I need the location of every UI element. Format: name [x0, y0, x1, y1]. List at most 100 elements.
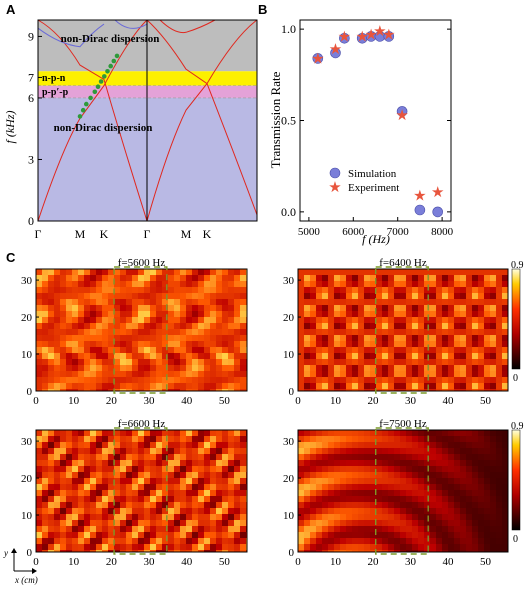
- y-tick-label: 20: [283, 312, 295, 324]
- heat-cell: [150, 347, 156, 353]
- heat-cell: [144, 472, 150, 478]
- heat-cell: [48, 359, 54, 365]
- heat-cell: [376, 502, 382, 508]
- heat-cell: [454, 287, 460, 293]
- heat-cell: [382, 365, 388, 371]
- heat-cell: [84, 484, 90, 490]
- heat-cell: [54, 323, 60, 329]
- heat-cell: [322, 329, 328, 335]
- heat-cell: [502, 478, 508, 484]
- heat-cell: [222, 526, 228, 532]
- heat-cell: [304, 341, 310, 347]
- heat-cell: [352, 341, 358, 347]
- heat-cell: [204, 359, 210, 365]
- heat-cell: [120, 466, 126, 472]
- heat-cell: [358, 359, 364, 365]
- heat-cell: [340, 359, 346, 365]
- heat-cell: [466, 520, 472, 526]
- heat-cell: [36, 508, 42, 514]
- heat-cell: [424, 359, 430, 365]
- heat-cell: [406, 526, 412, 532]
- heat-cell: [186, 383, 192, 389]
- heat-cell: [192, 430, 198, 436]
- heat-cell: [298, 454, 304, 460]
- heat-cell: [108, 490, 114, 496]
- heat-cell: [222, 502, 228, 508]
- heat-cell: [66, 466, 72, 472]
- heat-cell: [42, 359, 48, 365]
- heat-cell: [150, 323, 156, 329]
- heat-cell: [430, 448, 436, 454]
- heat-cell: [54, 293, 60, 299]
- heat-cell: [430, 317, 436, 323]
- heat-cell: [36, 538, 42, 544]
- heat-cell: [298, 442, 304, 448]
- heat-cell: [120, 287, 126, 293]
- heat-cell: [96, 502, 102, 508]
- heat-cell: [400, 550, 406, 552]
- heat-cell: [358, 329, 364, 335]
- heat-cell: [442, 305, 448, 311]
- heat-cell: [478, 353, 484, 359]
- heat-cell: [466, 496, 472, 502]
- heat-cell: [298, 299, 304, 305]
- heat-cell: [304, 383, 310, 389]
- heat-cell: [126, 430, 132, 436]
- heat-cell: [102, 490, 108, 496]
- heat-cell: [168, 353, 174, 359]
- heat-cell: [328, 550, 334, 552]
- heat-cell: [418, 335, 424, 341]
- heat-cell: [150, 275, 156, 281]
- heat-cell: [424, 353, 430, 359]
- heat-cell: [406, 514, 412, 520]
- heat-cell: [198, 520, 204, 526]
- heat-cell: [364, 490, 370, 496]
- heat-cell: [382, 323, 388, 329]
- heat-cell: [150, 269, 156, 275]
- heat-cell: [442, 299, 448, 305]
- x-tick-label: 40: [443, 395, 455, 407]
- heat-cell: [430, 550, 436, 552]
- heat-cell: [376, 508, 382, 514]
- panel-b-x-label: f (Hz): [362, 232, 390, 246]
- heat-cell: [448, 371, 454, 377]
- x-tick-label: 50: [219, 395, 231, 407]
- heat-cell: [180, 460, 186, 466]
- heat-cell: [448, 335, 454, 341]
- heat-cell: [198, 365, 204, 371]
- heat-cell: [192, 353, 198, 359]
- heat-cell: [340, 371, 346, 377]
- heat-cell: [210, 436, 216, 442]
- heat-cell: [358, 514, 364, 520]
- heat-cell: [150, 532, 156, 538]
- heat-cell: [442, 377, 448, 383]
- heat-cell: [126, 532, 132, 538]
- heat-cell: [180, 335, 186, 341]
- heat-cell: [174, 275, 180, 281]
- heat-cell: [186, 377, 192, 383]
- heat-cell: [222, 490, 228, 496]
- heat-cell: [174, 287, 180, 293]
- heat-cell: [442, 359, 448, 365]
- heat-cell: [84, 448, 90, 454]
- map-title: f=7500 Hz: [379, 418, 427, 430]
- heat-cell: [442, 269, 448, 275]
- heat-cell: [502, 335, 508, 341]
- heat-cell: [90, 335, 96, 341]
- heat-cell: [66, 436, 72, 442]
- heat-cell: [144, 353, 150, 359]
- heat-cell: [334, 371, 340, 377]
- heat-cell: [192, 466, 198, 472]
- heat-cell: [132, 490, 138, 496]
- heat-cell: [358, 287, 364, 293]
- heat-cell: [114, 520, 120, 526]
- heat-cell: [174, 478, 180, 484]
- heat-cell: [346, 550, 352, 552]
- heat-cell: [144, 347, 150, 353]
- heat-cell: [120, 508, 126, 514]
- heat-cell: [150, 544, 156, 550]
- heat-cell: [394, 365, 400, 371]
- heat-cell: [222, 365, 228, 371]
- heat-cell: [84, 305, 90, 311]
- heat-cell: [210, 442, 216, 448]
